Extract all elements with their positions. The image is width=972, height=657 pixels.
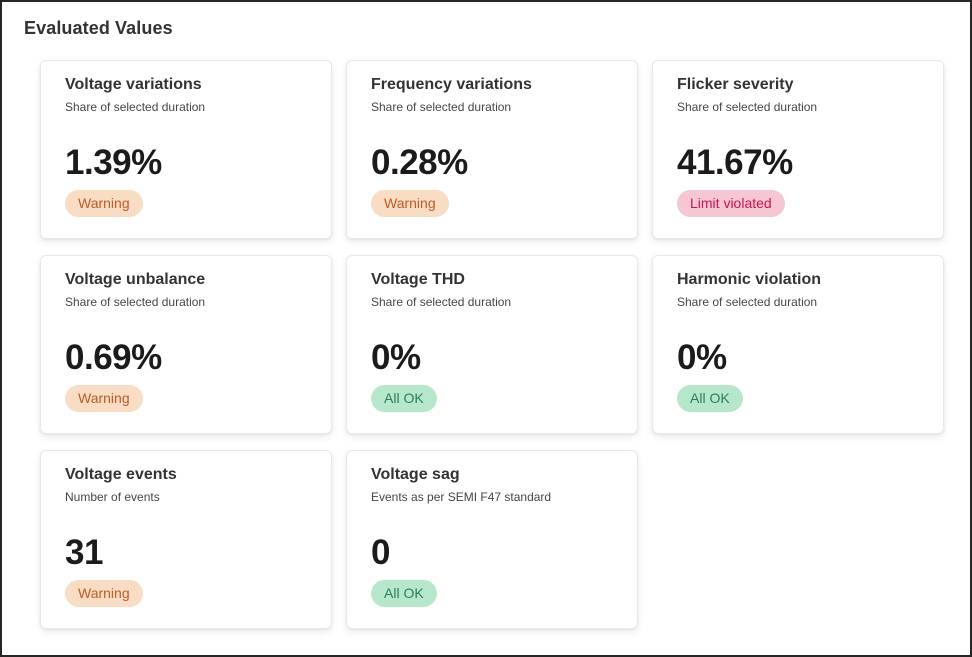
card-value: 0.69% — [65, 338, 162, 377]
metric-card-frequency-variations: Frequency variations Share of selected d… — [346, 60, 638, 239]
card-value: 1.39% — [65, 143, 162, 182]
status-badge: Warning — [371, 190, 449, 217]
status-badge: All OK — [677, 385, 743, 412]
metric-card-voltage-thd: Voltage THD Share of selected duration 0… — [346, 255, 638, 434]
page-title: Evaluated Values — [24, 18, 173, 38]
card-value: 0% — [677, 338, 727, 377]
metric-card-voltage-sag: Voltage sag Events as per SEMI F47 stand… — [346, 450, 638, 629]
card-subtitle: Share of selected duration — [371, 100, 512, 114]
status-badge: All OK — [371, 385, 437, 412]
card-subtitle: Share of selected duration — [65, 295, 206, 309]
card-title: Frequency variations — [371, 76, 532, 93]
card-value: 31 — [65, 533, 103, 572]
card-title: Harmonic violation — [677, 271, 822, 288]
card-value: 0% — [371, 338, 421, 377]
card-subtitle: Share of selected duration — [65, 100, 206, 114]
status-badge: Limit violated — [677, 190, 785, 217]
card-title: Voltage events — [65, 466, 177, 483]
card-value: 0.28% — [371, 143, 468, 182]
card-value: 41.67% — [677, 143, 793, 182]
status-badge: Warning — [65, 580, 143, 607]
card-subtitle: Number of events — [65, 490, 160, 504]
metric-card-flicker-severity: Flicker severity Share of selected durat… — [652, 60, 944, 239]
card-subtitle: Events as per SEMI F47 standard — [371, 490, 552, 504]
card-value: 0 — [371, 533, 390, 572]
card-subtitle: Share of selected duration — [677, 100, 818, 114]
card-subtitle: Share of selected duration — [371, 295, 512, 309]
metric-card-harmonic-violation: Harmonic violation Share of selected dur… — [652, 255, 944, 434]
card-subtitle: Share of selected duration — [677, 295, 818, 309]
status-badge: Warning — [65, 385, 143, 412]
cards-grid: Voltage variations Share of selected dur… — [40, 60, 944, 629]
card-title: Voltage unbalance — [65, 271, 206, 288]
metric-card-voltage-events: Voltage events Number of events 31 Warni… — [40, 450, 332, 629]
card-title: Voltage sag — [371, 466, 460, 483]
card-title: Voltage THD — [371, 271, 465, 288]
card-title: Flicker severity — [677, 76, 794, 93]
status-badge: Warning — [65, 190, 143, 217]
metric-card-voltage-variations: Voltage variations Share of selected dur… — [40, 60, 332, 239]
status-badge: All OK — [371, 580, 437, 607]
metric-card-voltage-unbalance: Voltage unbalance Share of selected dura… — [40, 255, 332, 434]
card-title: Voltage variations — [65, 76, 202, 93]
